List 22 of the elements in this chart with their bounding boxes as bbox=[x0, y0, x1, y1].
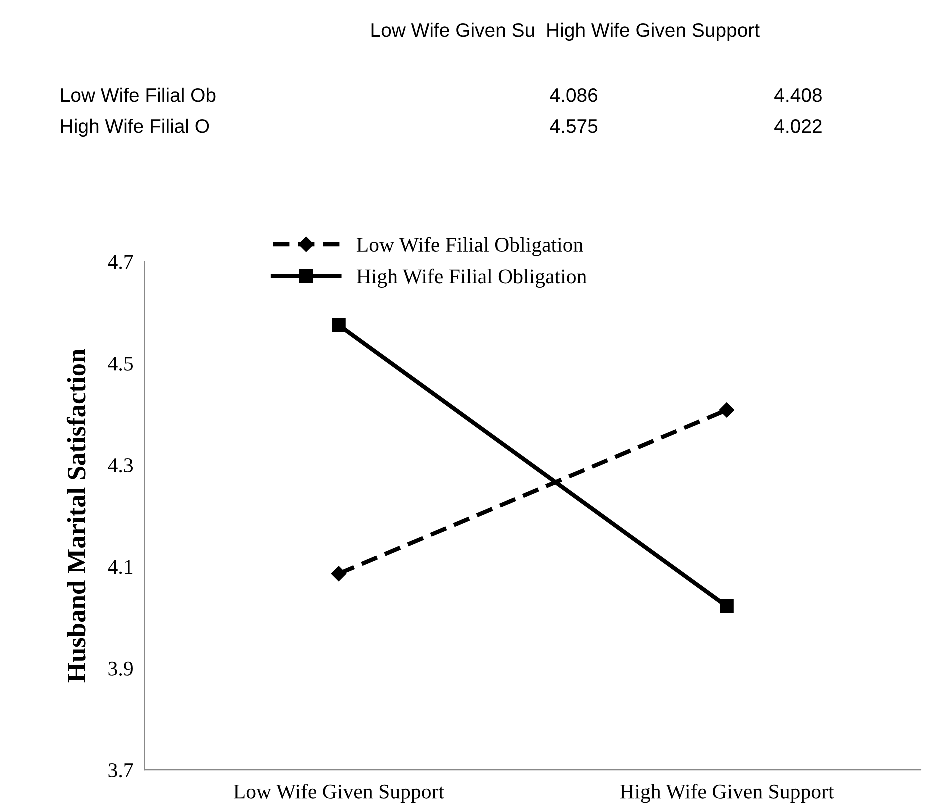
point bbox=[332, 318, 346, 332]
y-tick-label: 4.5 bbox=[108, 356, 133, 371]
legend-label: Low Wife Filial Obligation bbox=[356, 237, 584, 256]
y-tick-label: 3.9 bbox=[108, 662, 133, 676]
point bbox=[720, 599, 734, 614]
text: High Wife Filial O bbox=[61, 118, 210, 138]
point bbox=[331, 566, 347, 582]
y-tick-label: 3.7 bbox=[108, 764, 134, 778]
y-tick-label: 4.3 bbox=[108, 458, 133, 473]
text: 4.408 bbox=[774, 88, 822, 102]
text: Low Wife Filial Ob bbox=[61, 88, 216, 102]
y-tick-label: 4.7 bbox=[108, 255, 134, 270]
text: 4.575 bbox=[550, 120, 598, 134]
text: 4.022 bbox=[774, 119, 822, 134]
x-tick-label: Low Wife Given Support bbox=[234, 784, 444, 803]
point bbox=[719, 402, 735, 418]
y-axis-title: Husband Marital Satisfaction bbox=[66, 349, 86, 683]
text: Low Wife Given Su bbox=[372, 22, 534, 38]
text: 4.086 bbox=[550, 88, 598, 102]
y-tick-label: 4.1 bbox=[108, 560, 133, 574]
text: High Wife Given Support bbox=[548, 22, 760, 42]
legend-label: High Wife Filial Obligation bbox=[356, 268, 587, 288]
